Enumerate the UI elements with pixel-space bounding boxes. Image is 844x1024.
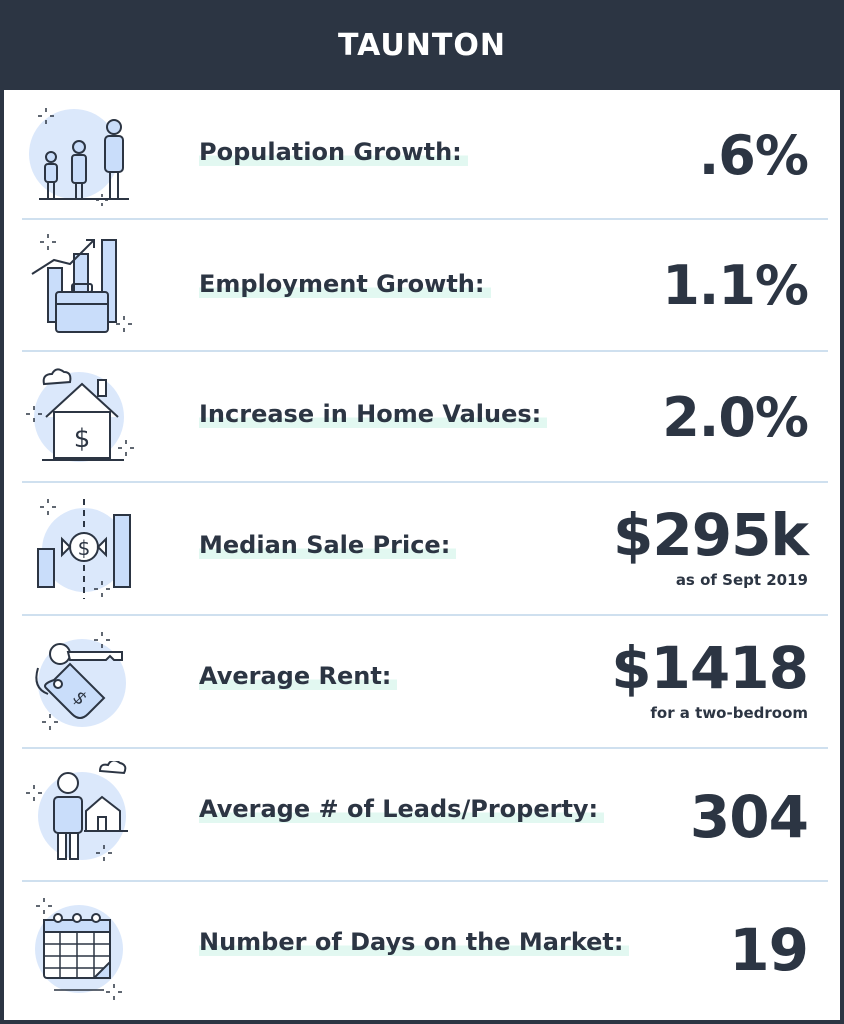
stat-row-population: Population Growth: .6% [4,90,840,220]
average-leads-value: 304 [689,783,809,851]
days-on-market-value: 19 [729,916,809,984]
stat-row-leads: Average # of Leads/Property: 304 [4,749,840,882]
key-tag-icon: $ [24,628,144,738]
average-rent-note: for a two-bedroom [650,704,808,722]
employment-growth-value: 1.1% [662,254,809,317]
stats-panel: Population Growth: .6% [4,90,840,1020]
stat-row-home-values: $ Increase in Home Values: 2.0% [4,352,840,483]
page-title: TAUNTON [338,27,506,63]
family-icon [24,102,144,212]
average-rent-value: $1418 [611,634,809,702]
stat-row-average-rent: $ Average Rent: $1418 for a two-bedroom [4,616,840,749]
average-rent-label: Average Rent: [199,662,398,690]
price-bars-icon: $ [24,495,144,605]
divider [22,614,828,616]
person-house-icon [24,761,144,871]
population-growth-label: Population Growth: [199,138,468,166]
average-leads-label: Average # of Leads/Property: [199,795,605,823]
median-sale-price-note: as of Sept 2019 [675,571,808,589]
svg-text:$: $ [74,424,91,454]
median-sale-price-value: $295k [613,501,809,569]
divider [22,747,828,749]
divider [22,880,828,882]
calendar-icon [24,894,144,1004]
home-values-label: Increase in Home Values: [199,400,548,428]
stat-row-days-on-market: Number of Days on the Market: 19 [4,882,840,1018]
days-on-market-label: Number of Days on the Market: [199,928,630,956]
population-growth-value: .6% [698,124,809,187]
svg-text:$: $ [78,536,91,560]
divider [22,350,828,352]
stat-row-median-price: $ Median Sale Price: $295k as of Sept 20… [4,483,840,616]
divider [22,481,828,483]
home-values-value: 2.0% [662,386,809,449]
briefcase-chart-icon [24,232,144,342]
divider [22,218,828,220]
median-sale-price-label: Median Sale Price: [199,531,457,559]
employment-growth-label: Employment Growth: [199,270,491,298]
stat-row-employment: Employment Growth: 1.1% [4,220,840,352]
house-dollar-icon: $ [24,362,144,472]
